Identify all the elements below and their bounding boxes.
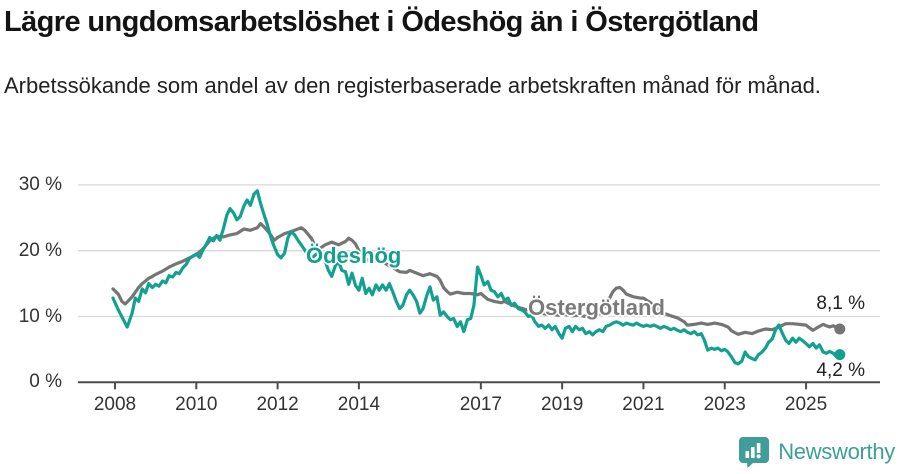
- chart-title: Lägre ungdomsarbetslöshet i Ödeshög än i…: [4, 6, 759, 38]
- end-dot-östergötland: [834, 323, 846, 335]
- logo-exclamation-dot: [756, 454, 761, 459]
- end-dot-ödeshög: [834, 349, 846, 361]
- series-label-odeshog: Ödeshög: [306, 243, 402, 268]
- series-line-ödeshög: [111, 189, 842, 366]
- x-tick-label-2010: 2010: [175, 394, 218, 415]
- newsworthy-logo-icon: [739, 437, 770, 468]
- end-value-odeshog: 4,2 %: [816, 360, 865, 381]
- series-label-ostergotland: Östergötland: [528, 295, 665, 320]
- end-value-ostergotland: 8,1 %: [816, 293, 865, 314]
- series-line-östergötland: [111, 222, 842, 336]
- chart-subtitle: Arbetssökande som andel av den registerb…: [4, 73, 821, 98]
- y-tick-label-20: 20 %: [18, 239, 62, 261]
- brand-name: Newsworthy: [778, 439, 895, 464]
- x-tick-label-2008: 2008: [93, 394, 137, 415]
- x-tick-label-2021: 2021: [622, 394, 665, 415]
- x-tick-label-2023: 2023: [703, 394, 746, 415]
- newsworthy-logo[interactable]: Newsworthy: [738, 436, 895, 468]
- x-tick-label-2019: 2019: [541, 394, 584, 415]
- y-tick-label-0: 0 %: [29, 371, 62, 393]
- x-tick-label-2017: 2017: [459, 394, 502, 415]
- x-tick-label-2012: 2012: [256, 394, 299, 415]
- y-tick-label-30: 30 %: [18, 173, 62, 195]
- logo-exclamation-bar: [756, 443, 761, 453]
- x-tick-label-2014: 2014: [337, 394, 381, 415]
- x-tick-label-2025: 2025: [784, 394, 828, 415]
- logo-bar-short: [745, 451, 750, 458]
- y-tick-label-10: 10 %: [18, 305, 62, 327]
- logo-bar-tall: [751, 447, 755, 458]
